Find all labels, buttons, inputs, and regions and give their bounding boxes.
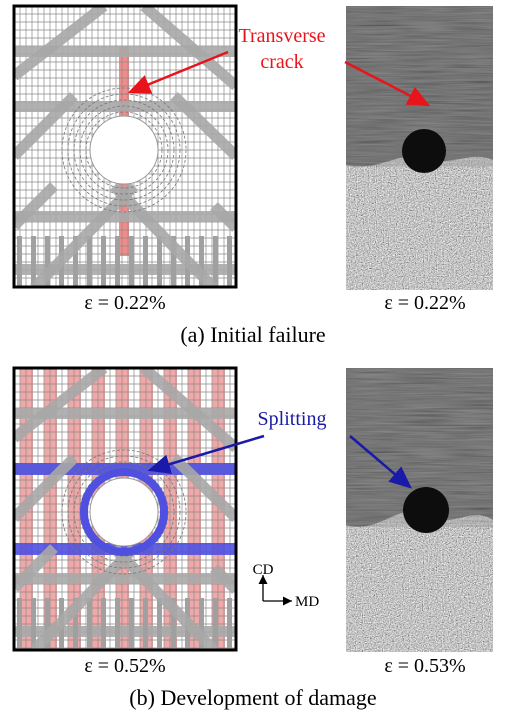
- fiber-band: [227, 598, 232, 650]
- strain-label: ε = 0.22%: [84, 292, 165, 314]
- annotation: crack: [260, 51, 303, 73]
- fiber-band: [115, 236, 120, 288]
- fiber-band: [143, 236, 148, 288]
- hole: [402, 129, 446, 173]
- model-mesh: [14, 368, 236, 650]
- fiber-band: [87, 598, 92, 650]
- fiber-band: [143, 598, 148, 650]
- annotation: Splitting: [258, 408, 327, 430]
- caption: (b) Development of damage: [129, 685, 376, 710]
- hole: [90, 478, 158, 546]
- fiber-band: [87, 236, 92, 288]
- strain-label: ε = 0.22%: [384, 292, 465, 314]
- strain-label: ε = 0.52%: [84, 655, 165, 677]
- fiber-band: [17, 598, 22, 650]
- specimen-photo: [346, 6, 493, 290]
- fiber-band: [129, 236, 134, 288]
- axis-label: MD: [295, 594, 319, 610]
- axis-label: CD: [253, 562, 274, 578]
- fiber-band: [157, 598, 162, 650]
- fiber-band: [227, 236, 232, 288]
- fiber-band: [101, 598, 106, 650]
- fiber-band: [101, 236, 106, 288]
- fiber-band: [14, 211, 236, 222]
- hole: [90, 116, 158, 184]
- model-mesh: [14, 6, 236, 288]
- fiber-band: [14, 101, 236, 112]
- caption: (a) Initial failure: [180, 322, 325, 347]
- fiber-band: [115, 598, 120, 650]
- hole: [403, 487, 449, 533]
- annotation: Transverse: [238, 25, 325, 47]
- fiber-band: [17, 236, 22, 288]
- fiber-band: [129, 598, 134, 650]
- figure: Transverse crack Splitting CD MD ε = 0.2…: [0, 0, 507, 718]
- fiber-band: [14, 573, 236, 584]
- specimen-photo: [346, 368, 493, 652]
- strain-label: ε = 0.53%: [384, 655, 465, 677]
- fiber-band: [157, 236, 162, 288]
